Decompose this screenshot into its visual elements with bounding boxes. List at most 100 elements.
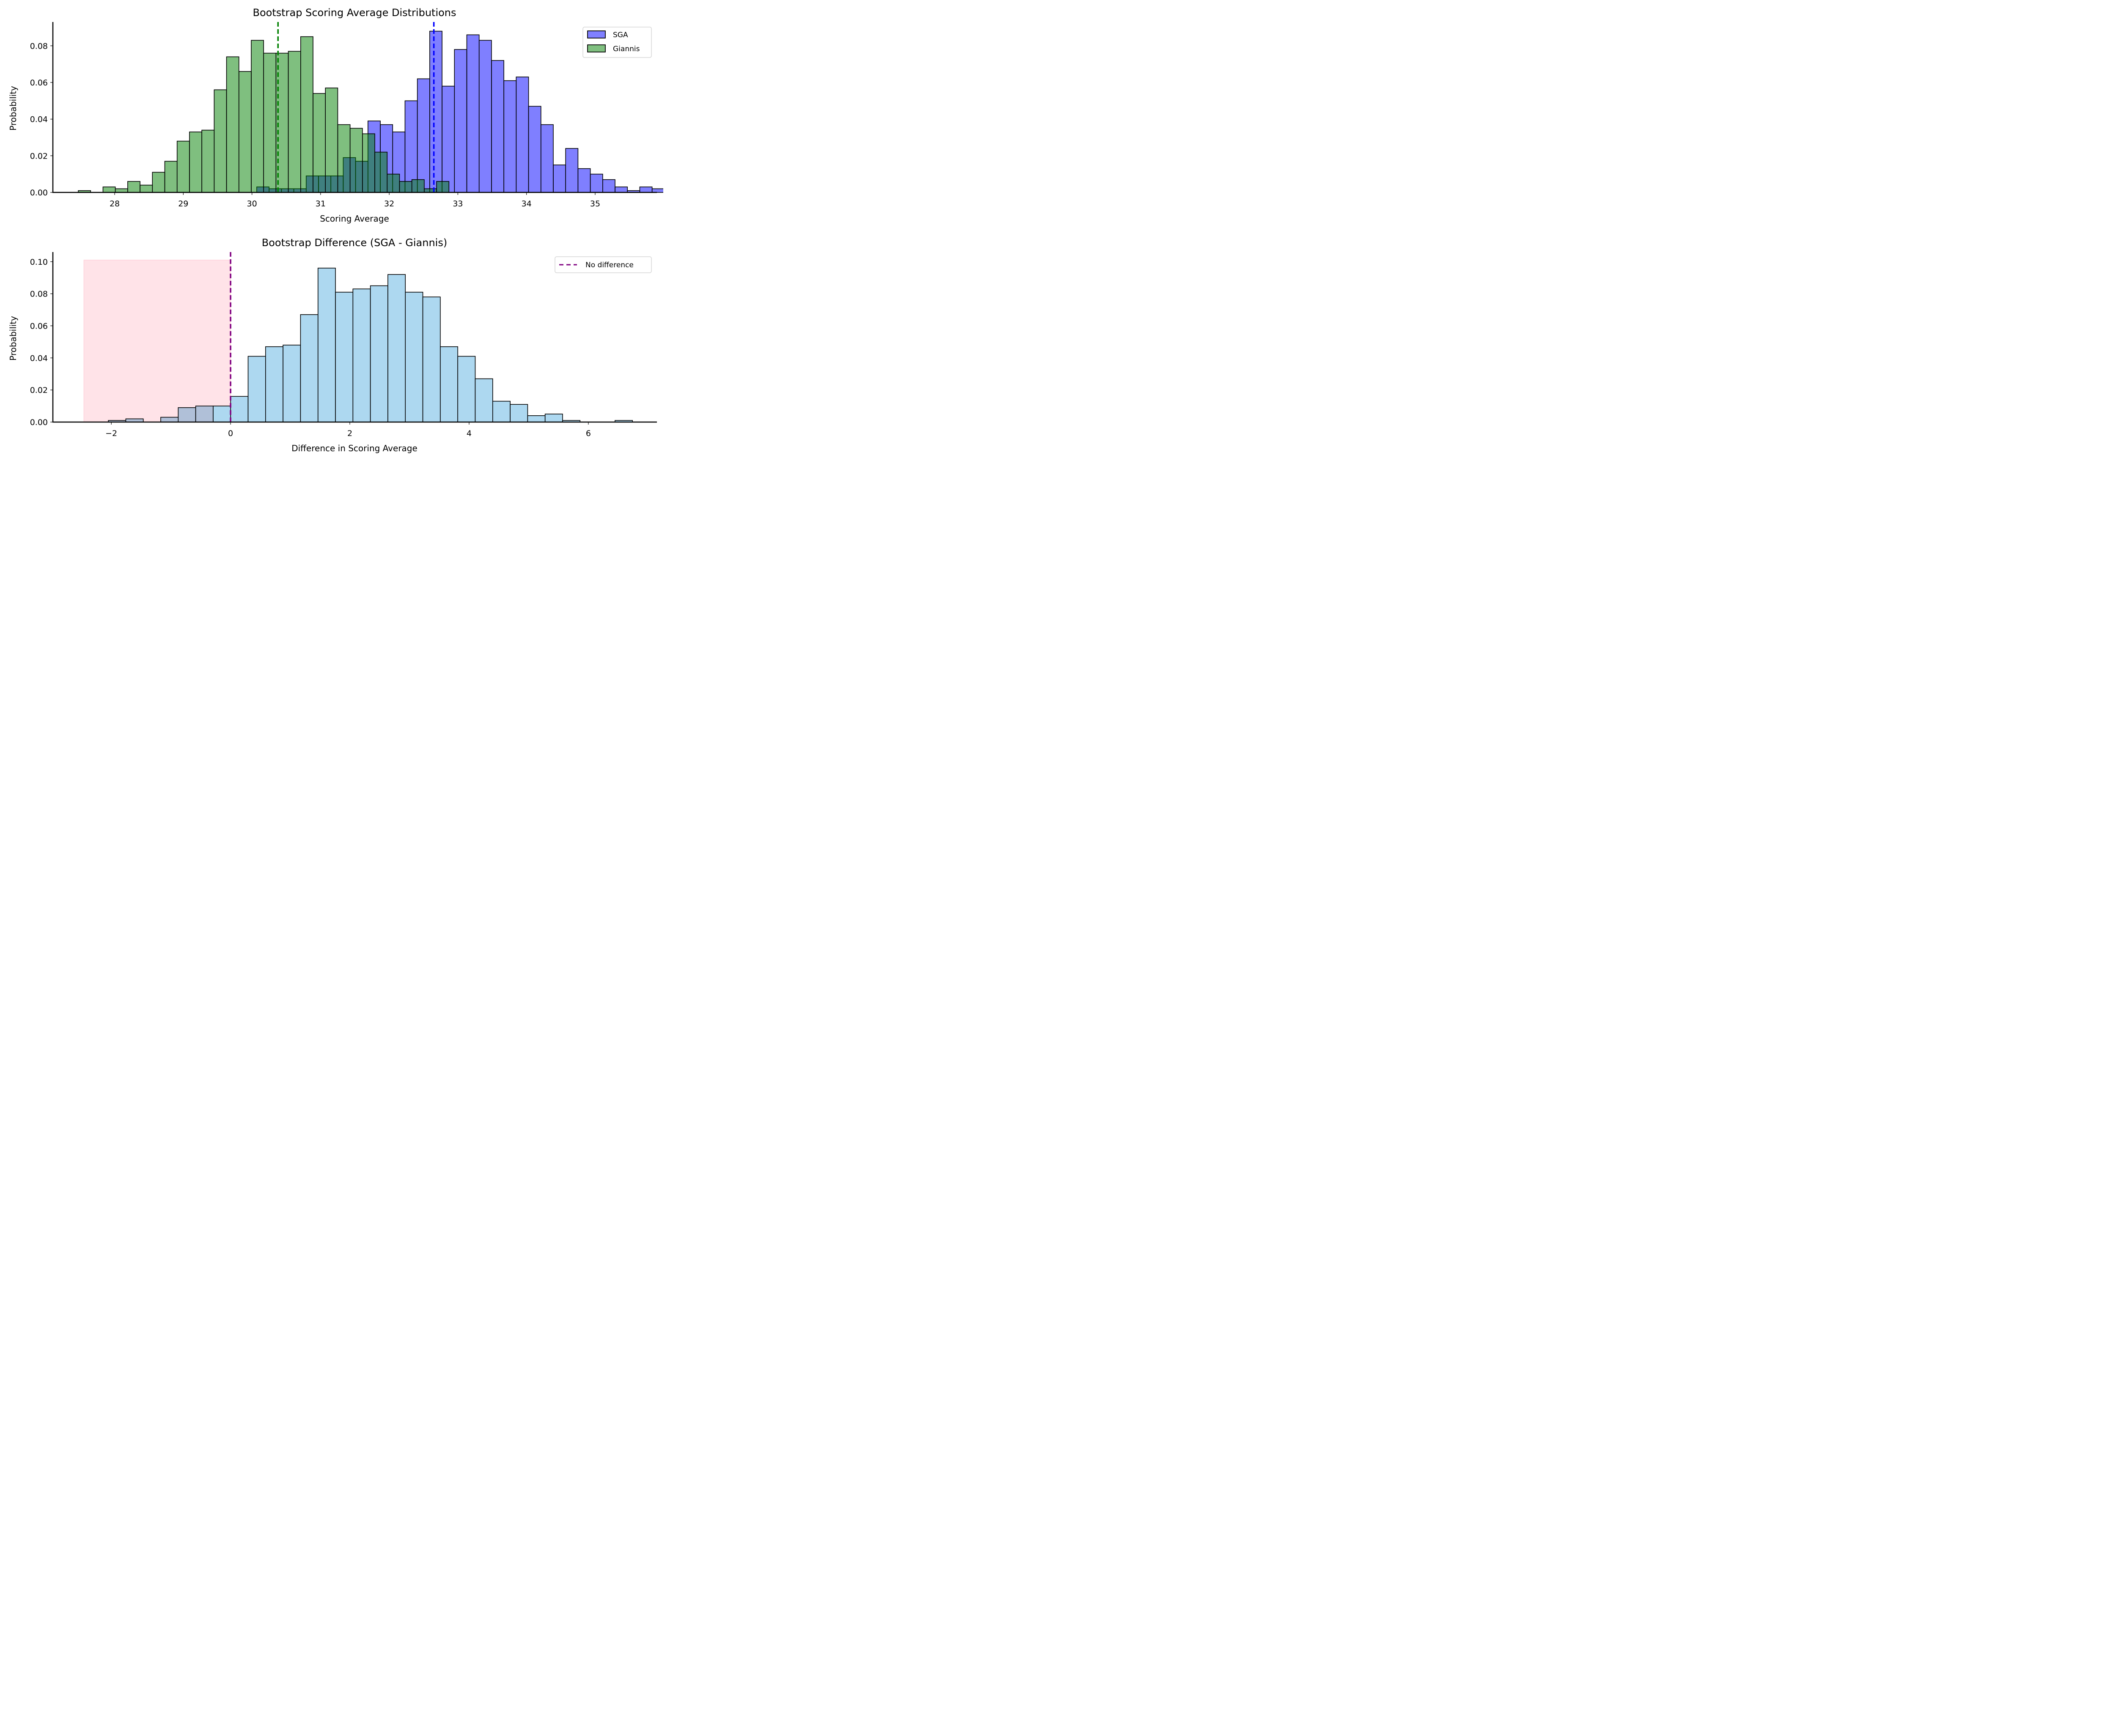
bar-sga-23 [540, 124, 554, 193]
y-tick-label: 0.08 [30, 290, 48, 299]
bar-sga-21 [516, 77, 529, 193]
bar-giannis-4 [127, 181, 140, 193]
bar-difference-10 [283, 345, 301, 422]
x-tick-label: 29 [178, 199, 188, 208]
bar-sga-24 [553, 165, 566, 193]
y-tick-label: 0.02 [30, 386, 48, 395]
bar-difference-23 [510, 404, 528, 422]
bar-giannis-21 [337, 124, 351, 193]
y-tick-label: 0.04 [30, 354, 48, 363]
bar-giannis-3 [115, 188, 128, 193]
legend-label-giannis: Giannis [613, 45, 640, 53]
legend-label-sga: SGA [613, 31, 628, 39]
bar-difference-9 [265, 346, 283, 422]
x-axis-label: Difference in Scoring Average [291, 443, 418, 453]
x-tick-label: 28 [110, 199, 120, 208]
x-tick-label: 6 [586, 429, 591, 438]
bar-giannis-10 [201, 129, 215, 193]
bar-sga-25 [565, 148, 579, 193]
legend: SGA Giannis [582, 27, 652, 58]
bar-sga-15 [442, 85, 455, 193]
bar-giannis-22 [349, 128, 363, 193]
bar-sga-27 [590, 173, 603, 193]
bar-giannis-2 [102, 186, 116, 193]
bar-difference-17 [405, 292, 423, 422]
legend-label-no-difference: No difference [585, 261, 634, 269]
bar-giannis-20 [325, 88, 338, 193]
bar-giannis-18 [300, 36, 313, 193]
y-axis-label: Probability [8, 316, 18, 361]
x-axis-label: Scoring Average [320, 214, 389, 224]
y-tick-label: 0.08 [30, 41, 48, 51]
bar-difference-16 [387, 274, 406, 422]
bar-difference-22 [492, 400, 511, 422]
ticks: 28 29 30 31 32 33 34 35 0.00 0.02 0.04 0.06 0.08 [30, 41, 600, 208]
x-tick-label: 34 [522, 199, 532, 208]
legend-swatch-sga [587, 30, 606, 38]
bar-difference-13 [335, 292, 354, 422]
bar-sga-17 [466, 34, 480, 193]
bar-giannis-12 [226, 56, 239, 193]
legend-box [555, 256, 652, 273]
bar-giannis-5 [140, 184, 153, 193]
bar-sga-13 [417, 78, 430, 193]
bar-giannis-9 [189, 132, 202, 193]
bar-sga-12 [404, 100, 418, 193]
y-tick-label: 0.10 [30, 258, 48, 267]
bar-difference-5 [195, 406, 214, 422]
bar-difference-3 [160, 417, 179, 422]
bar-difference-21 [475, 378, 493, 422]
bar-giannis-26 [399, 181, 412, 193]
bar-giannis-14 [251, 40, 264, 193]
x-tick-label: 0 [228, 429, 233, 438]
y-tick-label: 0.04 [30, 115, 48, 124]
axes [52, 252, 657, 423]
bar-giannis-11 [214, 89, 227, 193]
y-tick-label: 0.06 [30, 78, 48, 88]
bar-difference-24 [527, 415, 546, 422]
x-tick-label: 4 [467, 429, 472, 438]
x-tick-label: 35 [590, 199, 600, 208]
bar-giannis-13 [238, 71, 252, 193]
bar-giannis-6 [152, 172, 165, 193]
bar-difference-6 [213, 406, 231, 422]
x-tick-label: −2 [105, 429, 117, 438]
scoring-distribution-chart: Bootstrap Scoring Average Distributions … [8, 7, 663, 224]
x-tick-label: 30 [247, 199, 257, 208]
bar-giannis-17 [288, 51, 301, 193]
bar-giannis-19 [313, 93, 326, 193]
bar-giannis-28 [424, 188, 437, 193]
bar-giannis-7 [164, 161, 178, 193]
bar-sga-31 [639, 186, 653, 193]
bar-sga-16 [454, 49, 467, 193]
shaded-region-rect [83, 260, 231, 422]
bar-giannis-23 [362, 133, 375, 193]
shaded-region [83, 260, 231, 422]
y-tick-label: 0.00 [30, 418, 48, 427]
bar-sga-22 [528, 106, 541, 193]
chart-title: Bootstrap Scoring Average Distributions [253, 7, 456, 19]
chart-title: Bootstrap Difference (SGA - Giannis) [262, 237, 447, 249]
bar-difference-15 [370, 285, 388, 422]
y-tick-label: 0.06 [30, 321, 48, 331]
bar-sga-26 [577, 168, 591, 193]
bar-difference-8 [247, 356, 266, 422]
x-tick-label: 31 [316, 199, 326, 208]
bar-sga-29 [615, 186, 628, 193]
bar-sga-28 [602, 179, 615, 193]
difference-chart: Bootstrap Difference (SGA - Giannis) −2 0… [8, 237, 657, 453]
bar-difference-18 [422, 296, 441, 422]
bar-sga-19 [491, 60, 504, 193]
legend: No difference [555, 256, 652, 273]
bar-giannis-8 [176, 140, 190, 193]
bar-difference-11 [300, 314, 319, 422]
bar-difference-12 [317, 268, 336, 422]
x-tick-label: 33 [453, 199, 463, 208]
y-tick-label: 0.02 [30, 151, 48, 161]
histogram-bars [108, 268, 633, 422]
ticks: −2 0 2 4 6 0.00 0.02 0.04 0.06 0.08 0.10 [30, 258, 591, 438]
legend-swatch-giannis [587, 44, 606, 52]
bar-giannis-24 [374, 151, 388, 193]
bar-difference-4 [178, 407, 196, 422]
bar-difference-25 [544, 414, 563, 422]
